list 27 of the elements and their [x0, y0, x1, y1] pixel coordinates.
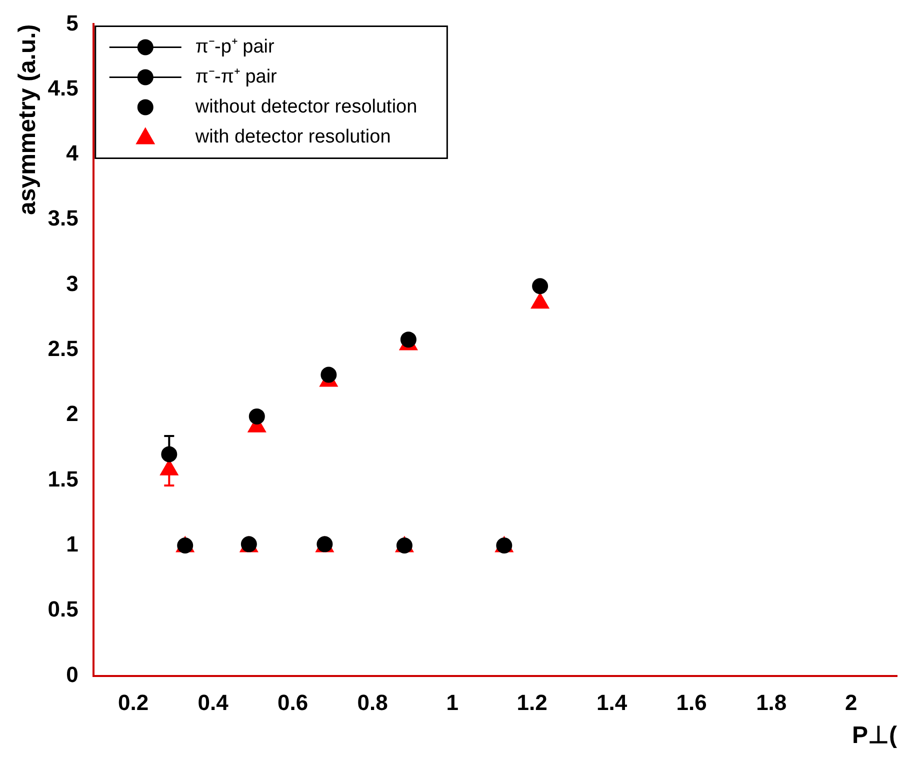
- y-tick-label: 2: [66, 401, 78, 426]
- y-tick-label: 0.5: [48, 596, 78, 622]
- legend-label: π⁻-p⁺ pair: [195, 36, 276, 58]
- y-tick-label: 2.5: [48, 336, 78, 362]
- y-tick-label: 1: [66, 532, 78, 557]
- x-axis-title: P⊥(: [852, 722, 898, 750]
- x-tick-label: 0.6: [277, 690, 308, 716]
- x-tick-label: 0.4: [198, 690, 230, 716]
- y-tick-label: 1.5: [48, 466, 78, 492]
- x-tick-label: 1.4: [596, 690, 628, 716]
- y-tick-label: 4.5: [48, 75, 78, 100]
- y-tick-label: 4: [66, 140, 80, 166]
- legend-label: with detector resolution: [194, 126, 391, 148]
- x-tick-label: 1: [446, 690, 458, 716]
- x-tick-label: 1.2: [516, 690, 548, 716]
- legend-label: π⁻-π⁺ pair: [195, 66, 278, 88]
- x-tick-label: 1.8: [756, 690, 787, 716]
- y-tick-label: 5: [66, 10, 78, 36]
- x-tick-label: 2: [845, 690, 858, 716]
- y-tick-label: 0: [66, 662, 78, 687]
- y-axis-title: asymmetry (a.u.): [14, 24, 42, 215]
- y-tick-label: 3: [66, 270, 78, 296]
- x-tick-label: 0.2: [118, 690, 149, 716]
- legend-label: without detector resolution: [194, 96, 418, 118]
- x-tick-label: 0.8: [357, 690, 388, 716]
- x-tick-label: 1.6: [676, 690, 707, 716]
- y-tick-label: 3.5: [48, 206, 78, 231]
